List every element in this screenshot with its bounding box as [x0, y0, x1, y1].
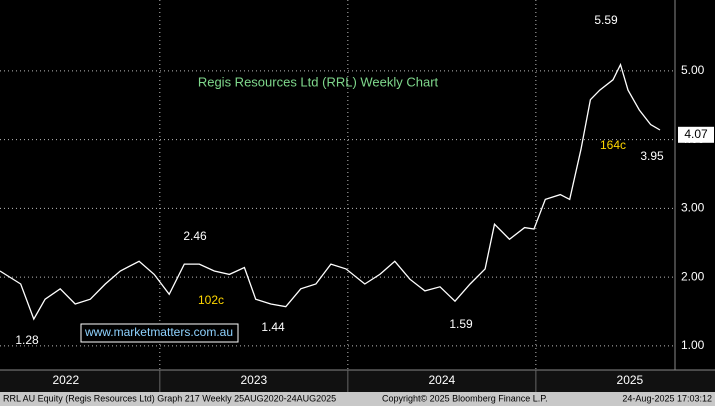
chart-title: Regis Resources Ltd (RRL) Weekly Chart — [198, 74, 439, 89]
watermark: www.marketmatters.com.au — [84, 325, 233, 339]
annotation: 5.59 — [594, 13, 618, 27]
y-tick-label: 3.00 — [681, 201, 705, 215]
last-price-box — [678, 126, 714, 143]
annotation: 164c — [600, 138, 626, 152]
last-price-label: 4.07 — [684, 127, 708, 141]
footer-right: 24-Aug-2025 17:03:12 — [622, 393, 712, 403]
watermark-box — [80, 323, 239, 343]
footer-mid: Copyright© 2025 Bloomberg Finance L.P. — [382, 393, 548, 403]
footer-band — [0, 392, 715, 406]
price-line — [0, 62, 661, 321]
x-axis-band — [0, 370, 715, 392]
annotation: 1.44 — [261, 320, 285, 334]
annotation: 1.28 — [15, 333, 39, 347]
annotation: 1.59 — [449, 317, 473, 331]
x-tick-label: 2023 — [240, 373, 267, 387]
x-tick-label: 2022 — [52, 373, 79, 387]
annotation: 2.46 — [183, 229, 207, 243]
annotation: 102c — [198, 293, 224, 307]
footer-left: RRL AU Equity (Regis Resources Ltd) Grap… — [3, 393, 336, 403]
x-tick-label: 2024 — [429, 373, 456, 387]
y-tick-label: 5.00 — [681, 63, 705, 77]
x-tick-label: 2025 — [617, 373, 644, 387]
annotation: 3.95 — [640, 149, 664, 163]
y-tick-label: 2.00 — [681, 269, 705, 283]
y-tick-label: 1.00 — [681, 338, 705, 352]
